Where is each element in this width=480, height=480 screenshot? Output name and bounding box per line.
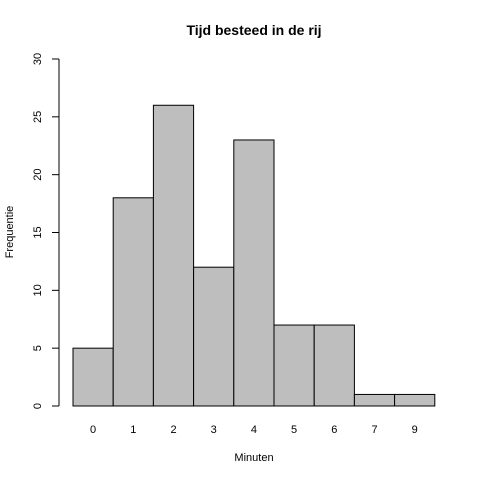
y-axis: 0 5 10 15 20 25 30 [32, 53, 60, 409]
bar-2 [152, 104, 195, 407]
bar-4 [233, 139, 275, 407]
y-axis-label: Frequentie [4, 206, 16, 259]
x-tick-label: 3 [211, 424, 217, 436]
x-tick-label: 6 [331, 424, 337, 436]
x-tick-label: 0 [90, 424, 96, 436]
bars-group [72, 104, 436, 407]
y-tick-label: 15 [32, 226, 44, 238]
x-tick-label: 7 [371, 424, 377, 436]
x-tick-label: 2 [170, 424, 176, 436]
bar-1 [112, 197, 154, 407]
x-tick-labels: 0 1 2 3 4 5 6 7 9 [90, 424, 418, 436]
y-tick-label: 5 [32, 345, 44, 351]
y-tick-label: 25 [32, 111, 44, 123]
bar-7 [353, 393, 396, 407]
bar-3 [193, 266, 235, 407]
x-tick-label: 9 [412, 424, 418, 436]
chart-title: Tijd besteed in de rij [186, 22, 321, 38]
y-tick-label: 0 [32, 403, 44, 409]
x-tick-label: 5 [291, 424, 297, 436]
bar-5 [273, 324, 315, 407]
y-tick-label: 30 [32, 53, 44, 65]
x-tick-label: 1 [130, 424, 136, 436]
bar-6 [313, 324, 355, 407]
x-axis-label: Minuten [234, 452, 273, 464]
bar-9 [394, 393, 436, 407]
y-tick-label: 10 [32, 284, 44, 296]
y-tick-label: 20 [32, 169, 44, 181]
x-tick-label: 4 [251, 424, 257, 436]
bar-0 [72, 347, 114, 407]
